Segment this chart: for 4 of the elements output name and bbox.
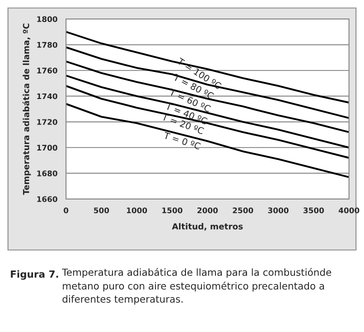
- text: Temperatura adiabática de llama para la combustiónde metano puro con aire estequiométrico precalentado a diferentes temperaturas.: [62, 268, 332, 305]
- y-axis-title: Temperatura adiabática de llama, ºC: [22, 24, 31, 195]
- text: Figura 7.: [10, 270, 58, 280]
- x-axis-title: Altitud, metros: [172, 223, 243, 231]
